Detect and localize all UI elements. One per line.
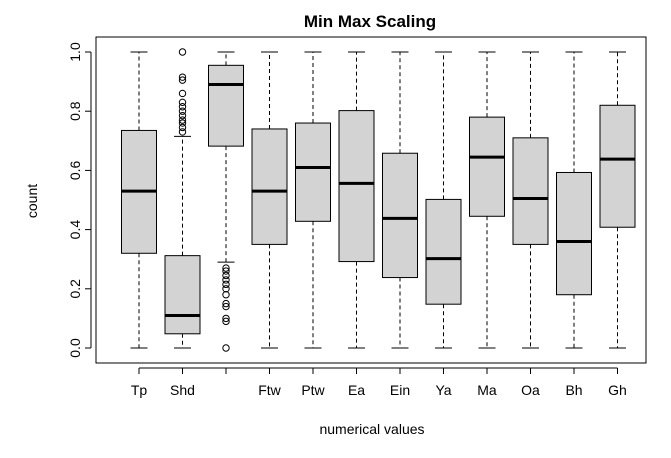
outlier-point	[222, 267, 230, 275]
outlier-point	[178, 48, 187, 56]
box-iqr	[295, 122, 331, 222]
y-axis: 0.0 0.2 0.4 0.6 0.8 1.0	[67, 42, 92, 358]
x-axis: Tp Shd Ftw Ptw Ea Ein Ya Ma Oa Bh Gh	[131, 367, 627, 398]
outlier-point	[222, 314, 230, 323]
box-iqr	[599, 104, 636, 228]
outlier-point	[178, 123, 187, 132]
outlier-point	[178, 103, 187, 111]
x-tick-label: Ein	[390, 382, 410, 398]
box-iqr	[382, 152, 418, 279]
x-tick-label: Ptw	[301, 382, 325, 398]
outlier-point	[222, 285, 230, 293]
box-Tp	[121, 51, 157, 349]
outlier-point	[222, 299, 230, 308]
outlier-point	[178, 76, 187, 84]
outlier-point	[222, 276, 230, 284]
box-Ein	[382, 51, 418, 349]
x-tick-label: Ftw	[258, 382, 281, 398]
x-tick-label: Ya	[435, 382, 451, 398]
x-tick-label: Bh	[565, 382, 582, 398]
box-iqr	[469, 116, 505, 217]
outlier-point	[222, 344, 230, 352]
x-tick-label: Oa	[521, 382, 540, 398]
box-Bh	[556, 51, 592, 349]
x-tick-label: Shd	[170, 382, 195, 398]
box-Gh	[599, 51, 636, 349]
x-tick-label: Gh	[608, 382, 627, 398]
outlier-point	[178, 89, 187, 98]
box-Ea	[338, 51, 375, 349]
box-unlabeled	[208, 51, 244, 352]
outlier-point	[178, 73, 187, 81]
outlier-point	[222, 280, 230, 289]
box-iqr	[512, 137, 549, 245]
boxes-group	[121, 48, 636, 352]
outlier-point	[222, 302, 230, 311]
box-iqr	[164, 255, 201, 335]
box-Ma	[469, 51, 505, 349]
outlier-point	[178, 98, 187, 107]
box-Oa	[512, 51, 549, 349]
box-Ptw	[295, 51, 331, 349]
outlier-point	[178, 119, 187, 127]
box-Shd	[164, 48, 201, 349]
box-iqr	[425, 198, 462, 305]
box-iqr	[208, 64, 244, 147]
outlier-point	[222, 271, 230, 280]
y-tick-label: 0.4	[67, 220, 83, 240]
box-iqr	[556, 171, 592, 296]
y-tick-label: 0.0	[67, 338, 83, 358]
x-axis-label: numerical values	[319, 421, 424, 437]
y-tick-label: 0.2	[67, 279, 83, 299]
box-Ftw	[251, 51, 288, 349]
box-iqr	[338, 110, 375, 263]
chart-title: Min Max Scaling	[304, 12, 436, 31]
outlier-point	[222, 317, 230, 326]
outlier-point	[178, 111, 187, 120]
box-iqr	[251, 128, 288, 245]
x-tick-label: Tp	[131, 382, 148, 398]
outlier-point	[222, 264, 230, 272]
box-Ya	[425, 51, 462, 349]
y-tick-label: 1.0	[67, 42, 83, 62]
outlier-point	[178, 116, 187, 124]
y-tick-label: 0.6	[67, 160, 83, 180]
y-axis-label: count	[24, 184, 40, 218]
outlier-point	[178, 107, 187, 115]
x-tick-label: Ea	[348, 382, 365, 398]
plot-frame	[95, 36, 647, 364]
x-tick-label: Ma	[477, 382, 497, 398]
outlier-point	[178, 128, 187, 136]
y-tick-label: 0.8	[67, 101, 83, 121]
